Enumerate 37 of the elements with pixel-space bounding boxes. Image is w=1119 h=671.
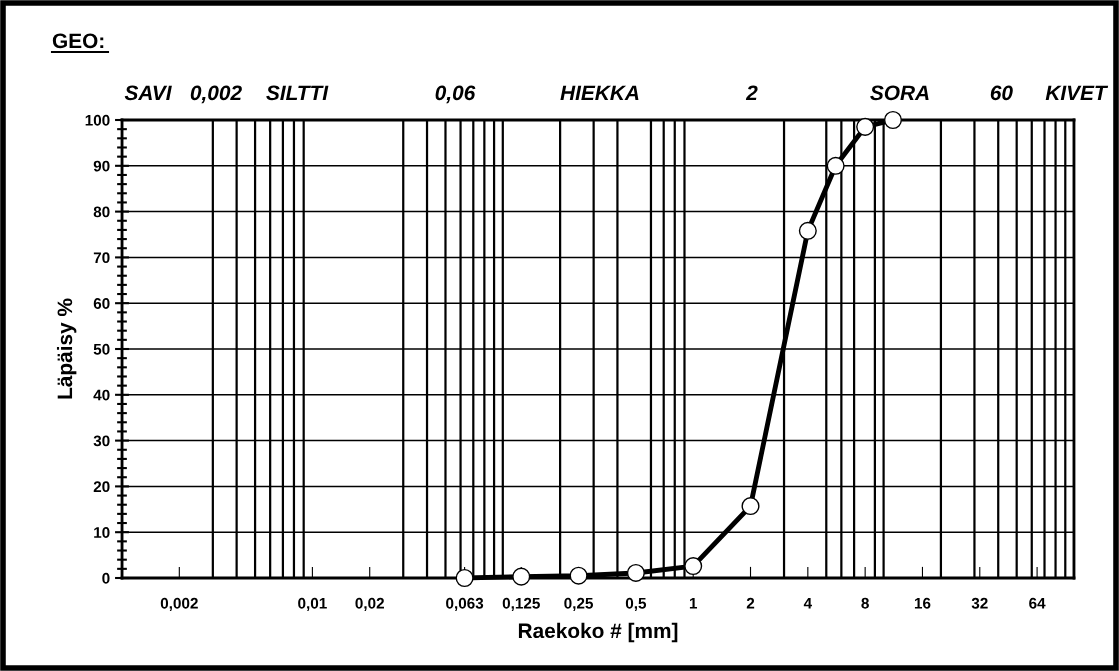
x-tick-label: 1 xyxy=(689,598,698,609)
y-tick-label: 0 xyxy=(102,572,110,584)
x-tick-label: 0,25 xyxy=(564,597,594,611)
x-tick-label: 16 xyxy=(914,597,931,609)
y-axis-title: Läpäisy % xyxy=(56,298,77,399)
x-tick-label: 0,5 xyxy=(625,597,647,611)
x-axis-title: Raekoko # [mm] xyxy=(518,622,678,643)
y-tick-label: 70 xyxy=(93,252,110,264)
y-tick-label: 40 xyxy=(93,389,110,401)
x-tick-label: 0,063 xyxy=(446,597,484,611)
text: SAVI xyxy=(124,85,172,101)
text: SORA xyxy=(870,85,929,101)
y-tick-label: 30 xyxy=(93,435,110,447)
text: SILTTI xyxy=(266,85,329,101)
text: 2 xyxy=(745,85,758,100)
x-tick-label: 0,02 xyxy=(355,597,384,611)
x-tick-label: 64 xyxy=(1029,597,1046,609)
y-tick-label: 10 xyxy=(94,527,110,538)
y-tick-label: 80 xyxy=(93,206,110,218)
text: HIEKKA xyxy=(560,85,639,100)
y-tick-label: 90 xyxy=(93,160,110,172)
chart-title: GEO: xyxy=(52,33,104,49)
y-tick-label: 20 xyxy=(93,481,110,493)
x-tick-label: 0,002 xyxy=(160,597,198,611)
text: KIVET xyxy=(1045,85,1109,100)
x-tick-label: 0,01 xyxy=(298,597,327,611)
x-tick-label: 8 xyxy=(861,597,869,609)
y-tick-label: 50 xyxy=(93,343,110,355)
text: 0,06 xyxy=(435,85,476,104)
x-tick-label: 0,125 xyxy=(502,597,540,611)
x-tick-label: 32 xyxy=(971,597,988,609)
x-tick-label: 4 xyxy=(803,598,812,609)
text: 0,002 xyxy=(190,85,242,104)
y-tick-label: 60 xyxy=(93,298,110,309)
y-tick-label: 100 xyxy=(85,114,110,126)
text: 60 xyxy=(990,85,1013,101)
x-tick-label: 2 xyxy=(746,597,755,609)
